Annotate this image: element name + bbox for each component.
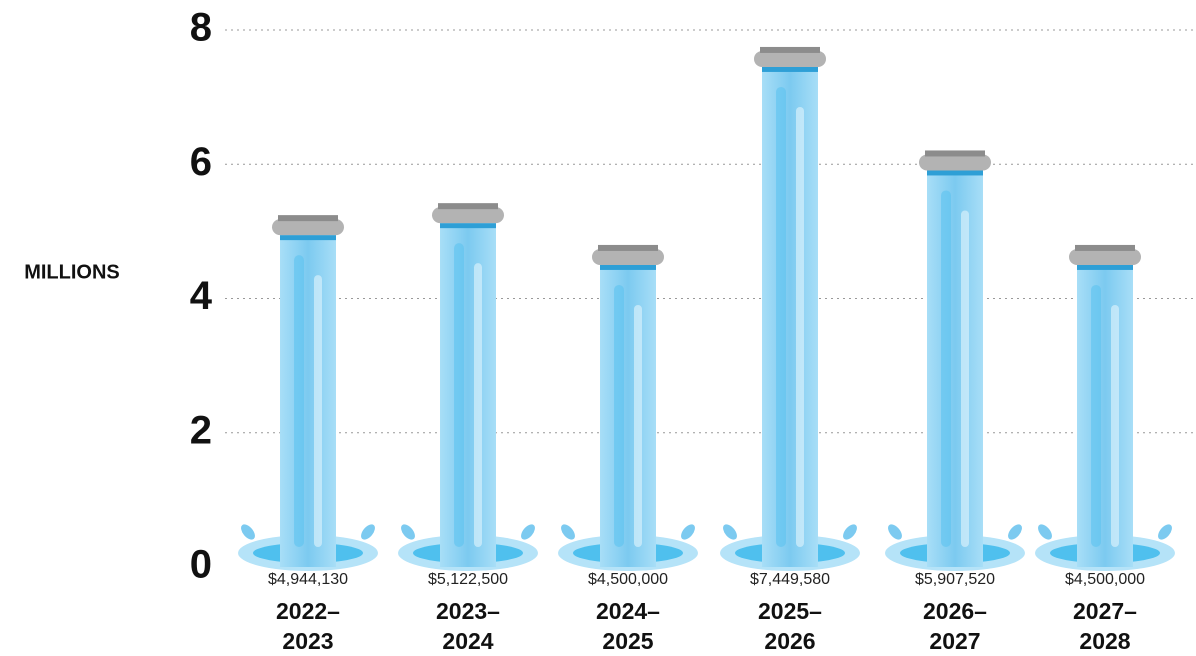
splash [1038, 524, 1052, 540]
water-streak [796, 106, 804, 547]
x-tick-label: 2025–2026 [758, 598, 822, 654]
water-streak [634, 304, 642, 547]
pipe-top [1075, 244, 1135, 251]
pipe [919, 154, 991, 171]
water-streak [474, 263, 482, 547]
value-label: $4,500,000 [1064, 571, 1146, 588]
bar [762, 66, 818, 567]
bar [1077, 264, 1133, 567]
pipe [592, 248, 664, 265]
pipe-top [438, 203, 498, 210]
bar [280, 235, 336, 567]
water-lip [762, 66, 818, 72]
x-tick-label: 2024–2025 [596, 598, 660, 654]
splash [241, 524, 255, 540]
water-streak [314, 275, 322, 547]
water-streak [1111, 304, 1119, 547]
splash [723, 524, 737, 540]
x-tick-label: 2027–2028 [1073, 598, 1137, 654]
splash [888, 524, 902, 540]
water-lip [927, 170, 983, 176]
bar [600, 264, 656, 567]
value-label: $5,122,500 [427, 571, 509, 588]
pipe [754, 50, 826, 67]
value-label: $5,907,520 [914, 571, 996, 588]
water-streak [1091, 284, 1101, 547]
pipe-top [925, 150, 985, 157]
y-tick-label: 2 [190, 408, 212, 452]
splash [1158, 524, 1172, 540]
pipe [1069, 248, 1141, 265]
water-lip [280, 235, 336, 241]
water-lip [1077, 264, 1133, 270]
y-tick-label: 8 [190, 6, 212, 50]
water-lip [440, 223, 496, 229]
splash [681, 524, 695, 540]
x-tick-label: 2023–2024 [436, 598, 500, 654]
water-streak [941, 190, 951, 548]
splash [401, 524, 415, 540]
y-axis-label: MILLIONS [24, 261, 120, 283]
pipe-top [598, 244, 658, 251]
pipe-top [278, 215, 338, 222]
water-streak [614, 284, 624, 547]
splash [361, 524, 375, 540]
water-streak [294, 255, 304, 547]
y-tick-label: 0 [190, 543, 212, 587]
pipe-top [760, 46, 820, 53]
bar [440, 223, 496, 567]
x-tick-label: 2022–2023 [276, 598, 340, 654]
value-label: $4,500,000 [587, 571, 669, 588]
x-tick-label: 2026–2027 [923, 598, 987, 654]
pipe [272, 219, 344, 236]
pipe [432, 207, 504, 224]
splash [561, 524, 575, 540]
splash [843, 524, 857, 540]
y-tick-label: 4 [190, 274, 213, 318]
water-streak [961, 210, 969, 548]
water-streak [776, 86, 786, 547]
bar [927, 170, 983, 568]
value-label: $4,944,130 [267, 571, 349, 588]
splash [1008, 524, 1022, 540]
water-lip [600, 264, 656, 270]
water-streak [454, 243, 464, 547]
value-label: $7,449,580 [749, 571, 831, 588]
y-tick-label: 6 [190, 140, 212, 184]
splash [521, 524, 535, 540]
